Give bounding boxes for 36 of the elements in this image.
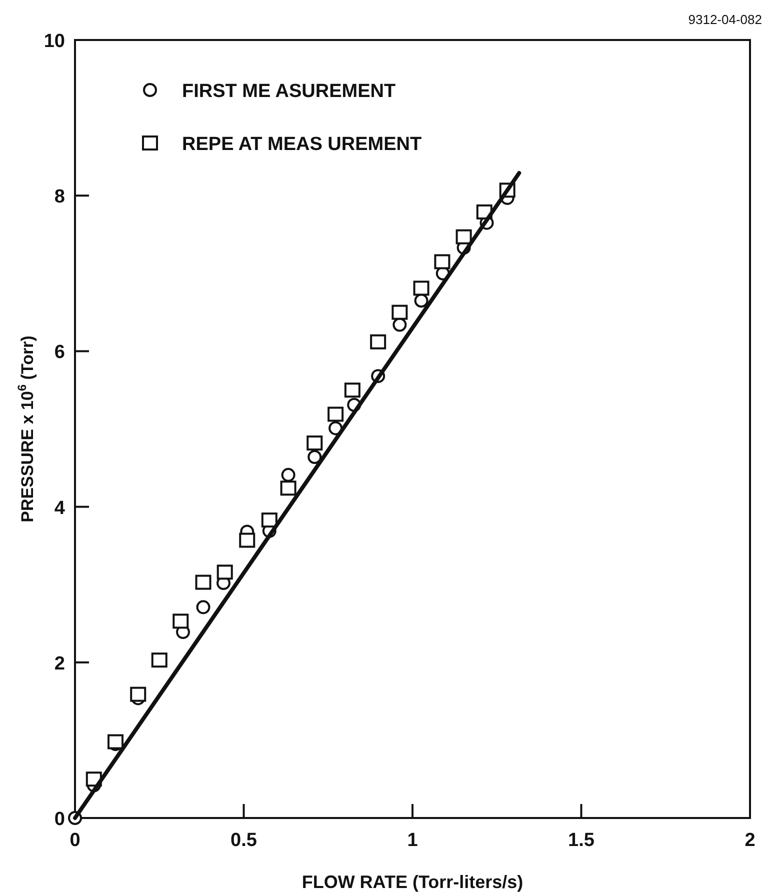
point xyxy=(195,574,212,590)
y-tick-label: 0 xyxy=(54,809,65,830)
point xyxy=(239,532,256,548)
point xyxy=(328,406,344,422)
y-tick-label: 4 xyxy=(54,498,66,519)
x-tick-label: 1 xyxy=(407,830,418,851)
point xyxy=(281,468,296,482)
y-tick-label: 10 xyxy=(44,31,65,52)
point xyxy=(261,512,278,528)
x-tick-label: 2 xyxy=(744,830,756,851)
point xyxy=(370,334,386,350)
point xyxy=(414,294,428,308)
x-tick-label: 1.5 xyxy=(568,830,595,851)
point xyxy=(306,436,323,451)
point xyxy=(308,450,322,464)
x-tick-label: 0 xyxy=(70,830,80,851)
text: 9312-04-082 xyxy=(688,12,762,27)
x-tick-label: 0.5 xyxy=(230,830,258,851)
point xyxy=(216,564,233,580)
y-tick-label: 8 xyxy=(54,186,65,208)
point xyxy=(344,382,360,398)
point xyxy=(392,304,408,320)
point xyxy=(456,229,472,244)
point xyxy=(413,280,430,296)
x-axis-title: FLOW RATE (Torr-liters/s) xyxy=(302,872,524,892)
point xyxy=(196,600,210,614)
point xyxy=(280,480,296,496)
legend-label: FIRST ME ASUREMENT xyxy=(182,81,396,102)
y-tick-label: 6 xyxy=(54,342,65,364)
point xyxy=(108,734,124,750)
point xyxy=(151,652,168,668)
y-tick-label: 2 xyxy=(54,653,65,674)
legend-label: REPE AT MEAS UREMENT xyxy=(182,134,422,155)
point xyxy=(434,254,450,270)
point xyxy=(392,318,407,332)
point xyxy=(172,614,189,629)
